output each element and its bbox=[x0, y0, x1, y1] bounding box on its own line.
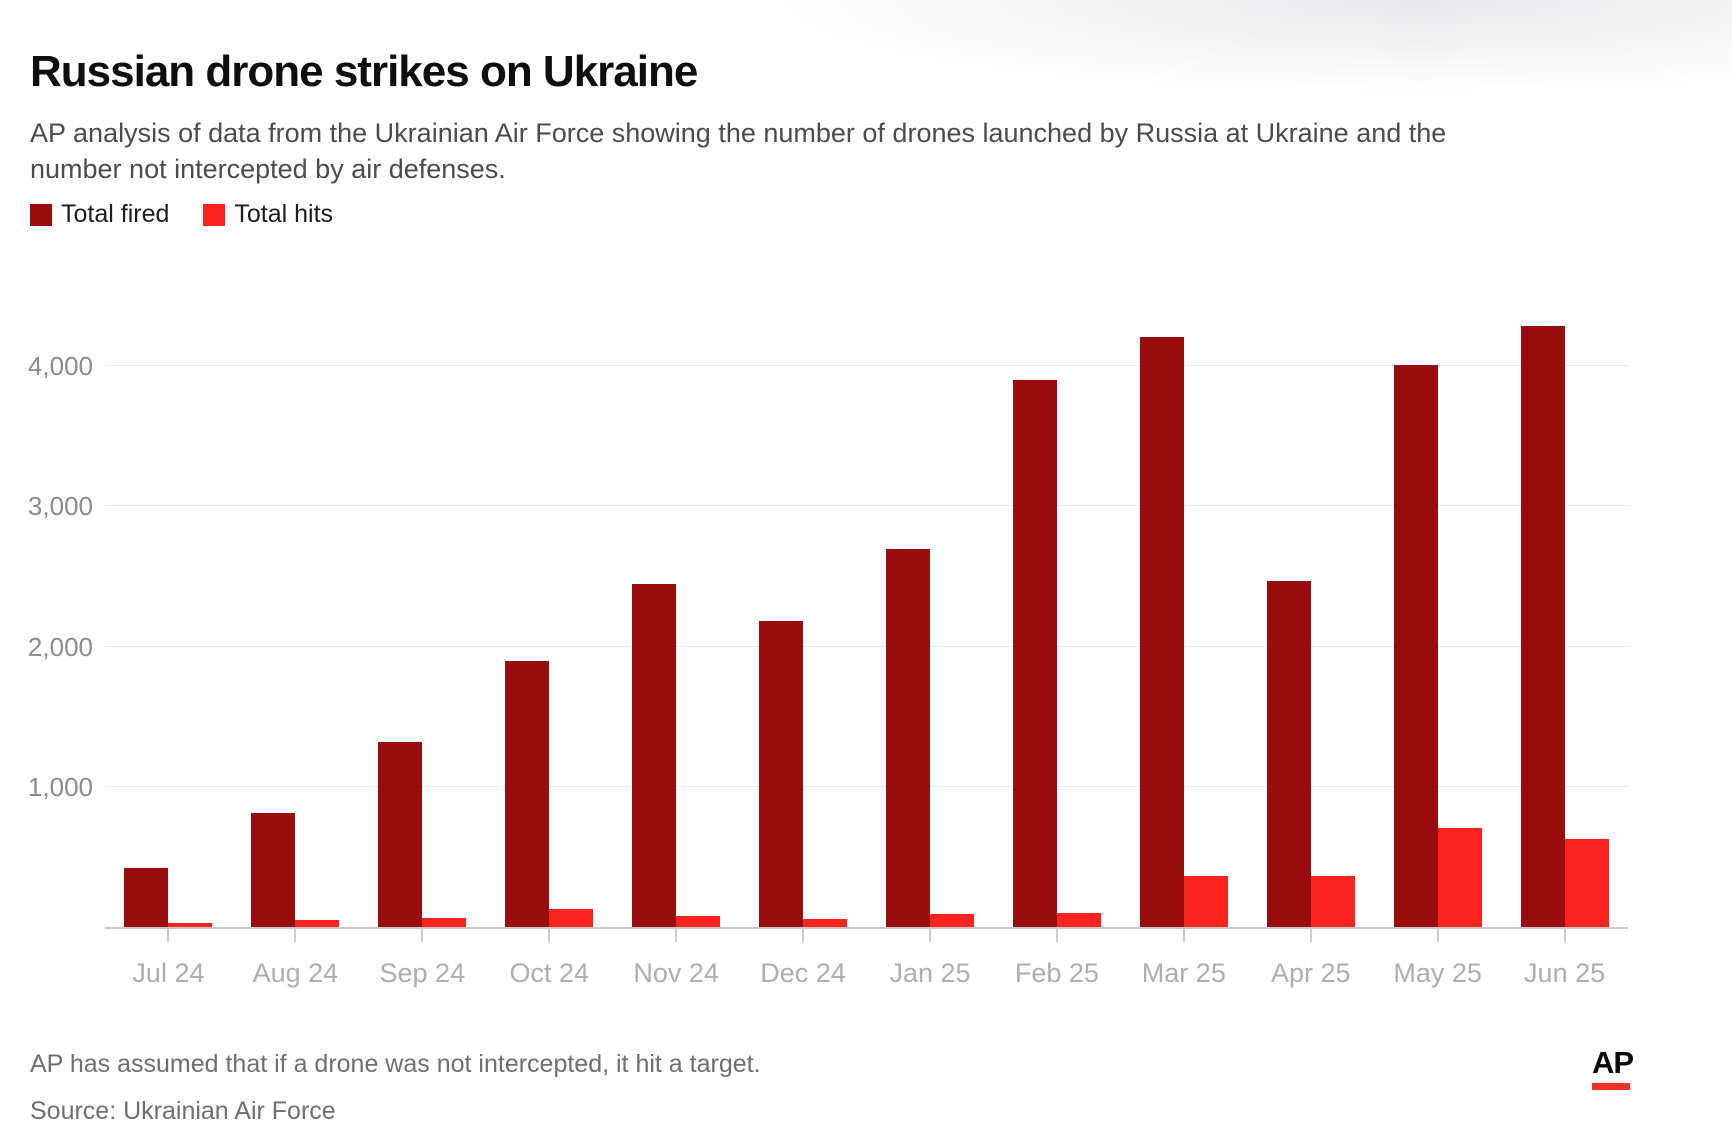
x-axis-label-apr-25: Apr 25 bbox=[1270, 958, 1351, 988]
x-axis-label-mar-25: Mar 25 bbox=[1141, 958, 1226, 988]
source-line: Source: Ukrainian Air Force bbox=[30, 1097, 336, 1125]
x-axis-tick bbox=[1436, 929, 1439, 942]
bar-total-hits-aug-24 bbox=[295, 920, 340, 927]
bar-group-jan-25: Jan 25 bbox=[867, 282, 994, 988]
bar-total-hits-sep-24 bbox=[422, 917, 467, 927]
bar-total-hits-oct-24 bbox=[549, 908, 594, 927]
chart-legend: Total fired Total hits bbox=[30, 200, 333, 229]
bar-total-fired-aug-24 bbox=[251, 813, 296, 927]
ap-logo-text: AP bbox=[1592, 1045, 1634, 1080]
bar-group-feb-25: Feb 25 bbox=[993, 282, 1120, 988]
bar-total-fired-jun-25 bbox=[1520, 326, 1565, 927]
bar-group-may-25: May 25 bbox=[1374, 282, 1501, 988]
y-axis-tick-label: 4,000 bbox=[27, 351, 93, 382]
bar-total-fired-may-25 bbox=[1393, 364, 1438, 927]
x-axis-label-aug-24: Aug 24 bbox=[252, 958, 339, 988]
page-corner-shadow bbox=[620, 0, 1732, 110]
x-axis-tick bbox=[802, 929, 805, 942]
x-axis-label-oct-24: Oct 24 bbox=[509, 958, 589, 988]
legend-label: Total fired bbox=[61, 200, 170, 228]
legend-label: Total hits bbox=[234, 200, 334, 228]
x-axis-tick bbox=[928, 929, 931, 942]
gridline-2000 bbox=[105, 645, 1628, 647]
bar-groups: Jul 24 Aug 24 Sep 24 Oct 24 Nov 24 Dec 24 Jan … bbox=[105, 282, 1628, 988]
x-axis-label-jan-25: Jan 25 bbox=[889, 958, 971, 988]
bar-total-fired-nov-24 bbox=[632, 584, 677, 927]
bar-group-mar-25: Mar 25 bbox=[1120, 282, 1247, 988]
bar-total-fired-oct-24 bbox=[505, 660, 550, 927]
x-axis-tick bbox=[1309, 929, 1312, 942]
ap-logo-underline bbox=[1592, 1083, 1630, 1090]
y-axis-tick-label: 3,000 bbox=[27, 491, 93, 522]
bar-total-hits-mar-25 bbox=[1183, 875, 1228, 927]
x-axis-label-may-25: May 25 bbox=[1393, 958, 1482, 988]
bar-group-sep-24: Sep 24 bbox=[359, 282, 486, 988]
footnote: AP has assumed that if a drone was not i… bbox=[30, 1050, 761, 1078]
x-axis-label-jun-25: Jun 25 bbox=[1524, 958, 1606, 988]
x-axis-label-feb-25: Feb 25 bbox=[1014, 958, 1099, 988]
bar-total-hits-feb-25 bbox=[1056, 913, 1101, 927]
legend-swatch-icon bbox=[30, 203, 52, 226]
bar-total-fired-apr-25 bbox=[1266, 580, 1311, 927]
bar-total-fired-jan-25 bbox=[885, 548, 930, 927]
bar-total-hits-dec-24 bbox=[803, 919, 848, 927]
bar-group-nov-24: Nov 24 bbox=[613, 282, 740, 988]
legend-item-total-hits: Total hits bbox=[203, 200, 333, 229]
bar-total-hits-apr-25 bbox=[1310, 875, 1355, 927]
chart-title: Russian drone strikes on Ukraine bbox=[30, 47, 698, 97]
x-axis-label-nov-24: Nov 24 bbox=[633, 958, 719, 988]
bar-group-jul-24: Jul 24 bbox=[105, 282, 232, 988]
bar-group-oct-24: Oct 24 bbox=[486, 282, 613, 988]
y-axis-tick-label: 1,000 bbox=[27, 771, 93, 802]
bar-total-fired-mar-25 bbox=[1139, 336, 1184, 927]
x-axis-label-jul-24: Jul 24 bbox=[132, 958, 205, 988]
x-axis-tick bbox=[675, 929, 678, 942]
x-axis-tick bbox=[548, 929, 551, 942]
legend-item-total-fired: Total fired bbox=[30, 200, 169, 229]
gridline-1000 bbox=[105, 785, 1628, 787]
bar-group-aug-24: Aug 24 bbox=[232, 282, 359, 988]
legend-swatch-icon bbox=[203, 203, 226, 226]
y-axis-tick-label: 2,000 bbox=[27, 631, 93, 662]
x-axis-label-sep-24: Sep 24 bbox=[379, 958, 466, 988]
gridline-3000 bbox=[105, 505, 1628, 507]
chart-subtitle: AP analysis of data from the Ukrainian A… bbox=[30, 118, 1447, 184]
bar-total-hits-may-25 bbox=[1437, 828, 1482, 927]
x-axis-tick bbox=[1182, 929, 1185, 942]
x-axis-tick bbox=[167, 929, 170, 942]
bar-total-fired-feb-25 bbox=[1012, 379, 1057, 927]
bar-total-fired-dec-24 bbox=[759, 621, 804, 927]
bar-total-hits-jul-24 bbox=[168, 922, 213, 927]
bar-total-hits-nov-24 bbox=[676, 915, 721, 927]
ap-logo: AP bbox=[1592, 1046, 1640, 1090]
bar-total-hits-jun-25 bbox=[1564, 839, 1609, 927]
x-axis-tick bbox=[1055, 929, 1058, 942]
bar-group-dec-24: Dec 24 bbox=[740, 282, 867, 988]
bar-group-jun-25: Jun 25 bbox=[1501, 282, 1628, 988]
x-axis-tick bbox=[294, 929, 297, 942]
plot-area: 1,000 2,000 3,000 4,000 Jul 24 Aug 24 Sep 24 Oc… bbox=[28, 282, 1628, 988]
x-axis-tick bbox=[421, 929, 424, 942]
bar-total-hits-jan-25 bbox=[929, 913, 974, 927]
bar-total-fired-jul-24 bbox=[124, 868, 169, 927]
x-axis-label-dec-24: Dec 24 bbox=[760, 958, 846, 988]
bar-total-fired-sep-24 bbox=[378, 741, 423, 927]
x-axis-tick bbox=[1563, 929, 1566, 942]
bar-group-apr-25: Apr 25 bbox=[1247, 282, 1374, 988]
gridline-4000 bbox=[105, 365, 1628, 367]
